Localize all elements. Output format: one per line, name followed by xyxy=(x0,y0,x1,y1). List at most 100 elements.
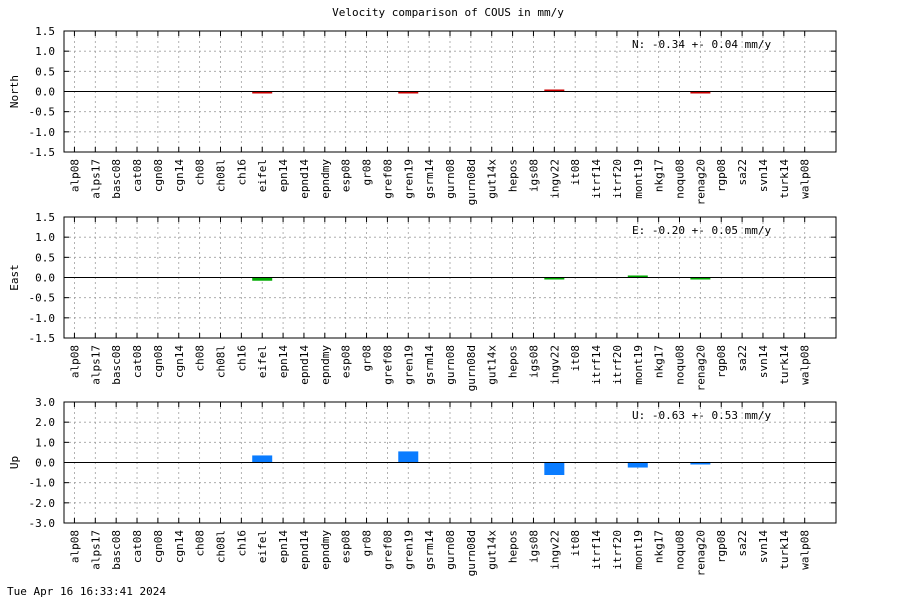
x-tick-label: nkg17 xyxy=(653,159,666,192)
x-tick-label: ch08 xyxy=(194,345,207,372)
x-tick-label: mont19 xyxy=(632,159,645,199)
bar-eifel xyxy=(252,455,273,463)
bar-ingv22 xyxy=(544,277,565,280)
bar-renag20 xyxy=(690,462,711,465)
panel-east: 1.5 1.0 0.5 0.0 -0.5 -1.0 -1.5 alp08 alps17 basc0… xyxy=(8,211,837,391)
x-tick-label: gref08 xyxy=(381,345,394,385)
x-tick-label: hepos xyxy=(507,345,520,378)
y-tick-label: 1.0 xyxy=(35,231,55,244)
x-tick-label: ingv22 xyxy=(548,159,561,199)
x-tick-label: ingv22 xyxy=(548,530,561,570)
x-tick-label: alps17 xyxy=(89,530,102,570)
x-tick-label: ch08 xyxy=(194,159,207,186)
x-tick-label: epnd14 xyxy=(298,530,311,570)
x-tick-label: basc08 xyxy=(110,530,123,570)
x-tick-label: gurn08d xyxy=(465,530,478,576)
x-tick-label: gut14x xyxy=(486,345,499,385)
x-tick-label: epndmy xyxy=(319,159,332,199)
x-tick-label: esp08 xyxy=(340,159,353,192)
x-tick-label: cat08 xyxy=(131,345,144,378)
x-tick-label: cgn14 xyxy=(173,530,186,563)
x-tick-label: gsrm14 xyxy=(423,159,436,199)
x-tick-label: gren19 xyxy=(402,345,415,385)
x-tick-label: rgp08 xyxy=(715,159,728,192)
y-tick-label: 0.0 xyxy=(35,86,55,99)
y-tick-label: 2.0 xyxy=(35,416,55,429)
y-tick-label: 0.0 xyxy=(35,457,55,470)
x-tick-label: gren19 xyxy=(402,530,415,570)
x-tick-label: it08 xyxy=(569,159,582,186)
x-tick-label: rgp08 xyxy=(715,530,728,563)
x-tick-label: walp08 xyxy=(799,530,812,570)
footer-timestamp: Tue Apr 16 16:33:41 2024 xyxy=(7,585,166,598)
x-tick-label: renag20 xyxy=(694,530,707,576)
x-tick-label: svn14 xyxy=(757,345,770,378)
chart-title: Velocity comparison of COUS in mm/y xyxy=(332,6,564,19)
x-tick-label: eifel xyxy=(256,345,269,378)
x-tick-label: ch16 xyxy=(235,345,248,372)
x-tick-label: cgn08 xyxy=(152,345,165,378)
x-tick-label: ch08l xyxy=(214,159,227,192)
x-tick-label: ch08l xyxy=(214,345,227,378)
x-tick-label: walp08 xyxy=(799,159,812,199)
x-tick-label: igs08 xyxy=(527,530,540,563)
x-tick-label: gsrm14 xyxy=(423,345,436,385)
x-tick-label: alps17 xyxy=(89,345,102,385)
x-tick-label: igs08 xyxy=(527,159,540,192)
x-tick-label: itrf20 xyxy=(611,345,624,385)
x-tick-label: gurn08d xyxy=(465,159,478,205)
y-axis-label: Up xyxy=(8,456,21,469)
bar-eifel xyxy=(252,91,273,94)
x-tick-label: sa22 xyxy=(736,530,749,557)
x-tick-label: itrf20 xyxy=(611,530,624,570)
panel-annotation: N: -0.34 +- 0.04 mm/y xyxy=(632,38,771,51)
y-tick-label: 0.5 xyxy=(35,65,55,78)
y-tick-label: -1.0 xyxy=(29,312,56,325)
y-axis-label: North xyxy=(8,75,21,108)
y-tick-label: -0.5 xyxy=(29,106,56,119)
x-tick-label: gut14x xyxy=(486,530,499,570)
plot-frame xyxy=(63,30,837,153)
x-tick-label: epndmy xyxy=(319,530,332,570)
x-tick-label: cgn14 xyxy=(173,345,186,378)
x-tick-label: ch08l xyxy=(214,530,227,563)
bar-mont19 xyxy=(627,462,648,468)
bar-gren19 xyxy=(398,451,419,463)
x-tick-label: gren19 xyxy=(402,159,415,199)
y-tick-label: 1.0 xyxy=(35,45,55,58)
x-tick-label: eifel xyxy=(256,159,269,192)
x-tick-label: epn14 xyxy=(277,345,290,378)
x-tick-label: ch16 xyxy=(235,530,248,557)
y-tick-label: 1.5 xyxy=(35,25,55,38)
x-tick-label: alps17 xyxy=(89,159,102,199)
bar-ingv22 xyxy=(544,462,565,476)
x-tick-label: ingv22 xyxy=(548,345,561,385)
y-tick-label: 0.5 xyxy=(35,251,55,264)
panel-annotation: E: -0.20 +- 0.05 mm/y xyxy=(632,224,771,237)
x-tick-label: turk14 xyxy=(778,345,791,385)
x-tick-label: svn14 xyxy=(757,159,770,192)
x-tick-label: nkg17 xyxy=(653,530,666,563)
x-tick-label: cgn08 xyxy=(152,159,165,192)
y-tick-label: -1.0 xyxy=(29,477,56,490)
x-tick-label: it08 xyxy=(569,345,582,372)
x-tick-label: gut14x xyxy=(486,159,499,199)
y-tick-label: -2.0 xyxy=(29,497,56,510)
bar-renag20 xyxy=(690,91,711,94)
x-tick-label: noqu08 xyxy=(674,530,687,570)
x-tick-label: it08 xyxy=(569,530,582,557)
y-tick-label: -0.5 xyxy=(29,292,56,305)
x-tick-label: renag20 xyxy=(694,345,707,391)
x-tick-label: basc08 xyxy=(110,159,123,199)
x-tick-label: gsrm14 xyxy=(423,530,436,570)
x-tick-label: alp08 xyxy=(68,159,81,192)
bar-mont19 xyxy=(627,275,648,278)
x-tick-label: mont19 xyxy=(632,345,645,385)
x-tick-label: epnd14 xyxy=(298,159,311,199)
x-tick-label: hepos xyxy=(507,159,520,192)
x-tick-label: alp08 xyxy=(68,345,81,378)
x-tick-label: gurn08d xyxy=(465,345,478,391)
x-tick-label: gurn08 xyxy=(444,345,457,385)
x-tick-label: eifel xyxy=(256,530,269,563)
